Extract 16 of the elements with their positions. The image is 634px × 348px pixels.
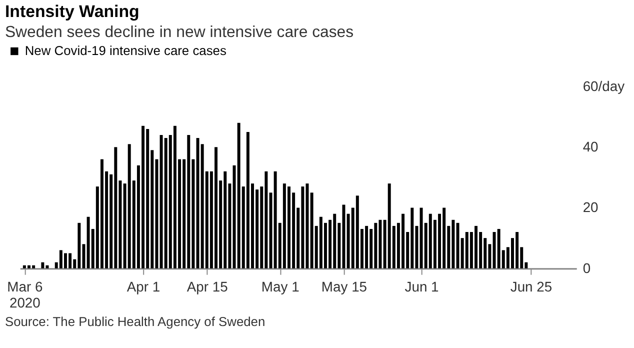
x-tick-label: Mar 6 2020 xyxy=(7,278,43,311)
y-tick-label: 0 xyxy=(582,260,591,276)
chart-title: Intensity Waning xyxy=(4,2,140,21)
bar xyxy=(41,262,44,268)
x-tick-label: May 15 xyxy=(321,278,368,295)
x-tick-label: Apr 15 xyxy=(186,278,228,295)
y-tick-label: 20 xyxy=(582,199,599,216)
legend-label: New Covid-19 intensive care cases xyxy=(24,43,226,58)
y-tick-label: 40 xyxy=(582,138,599,155)
x-tick-label: Jun 1 xyxy=(404,278,440,295)
source-note: Source: The Public Health Agency of Sweden xyxy=(4,314,266,329)
chart-subtitle: Sweden sees decline in new intensive care cases xyxy=(4,24,354,41)
y-tick-label: 60/day xyxy=(582,78,625,94)
x-tick-label: Jun 25 xyxy=(510,278,552,295)
x-tick-label: Apr 1 xyxy=(126,278,160,295)
x-tick-label: May 1 xyxy=(261,278,300,295)
